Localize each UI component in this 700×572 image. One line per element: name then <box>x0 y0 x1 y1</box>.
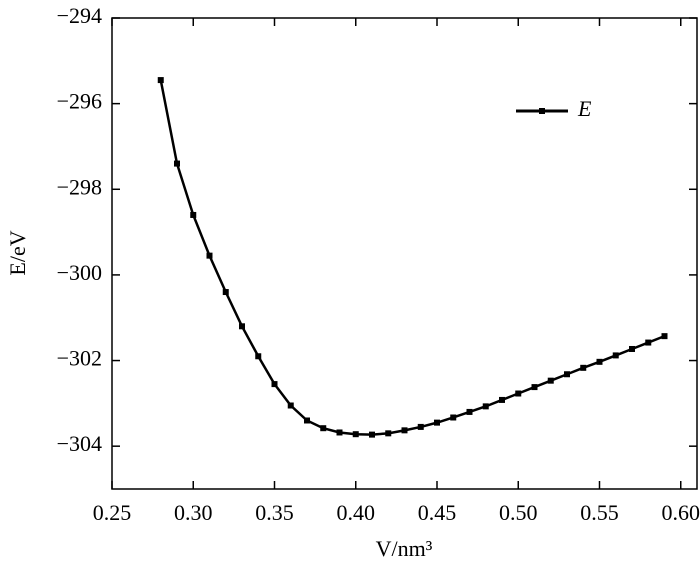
marker <box>434 419 440 426</box>
x-tick-label: 0.40 <box>337 500 376 525</box>
marker <box>466 408 473 415</box>
marker <box>239 323 245 330</box>
marker <box>661 333 668 340</box>
marker <box>401 427 408 434</box>
x-axis-label: V/nm³ <box>376 536 433 561</box>
marker <box>157 77 164 84</box>
marker <box>580 364 587 371</box>
marker <box>417 423 424 430</box>
y-tick-label: −294 <box>57 3 102 28</box>
marker <box>629 345 635 352</box>
marker <box>255 353 262 360</box>
x-tick-label: 0.45 <box>418 500 457 525</box>
marker <box>190 211 197 218</box>
marker <box>271 381 278 388</box>
y-tick-label: −296 <box>57 89 102 114</box>
x-tick-label: 0.50 <box>499 500 538 525</box>
x-tick-label: 0.25 <box>93 500 132 525</box>
marker <box>206 252 213 259</box>
marker <box>174 160 180 167</box>
marker <box>515 390 522 397</box>
plot-frame <box>111 17 698 490</box>
marker <box>369 431 375 438</box>
marker <box>645 339 652 346</box>
line <box>159 79 665 436</box>
legend-label: E <box>577 96 592 121</box>
marker <box>352 431 359 438</box>
marker <box>320 425 327 432</box>
marker <box>482 403 489 410</box>
marker <box>450 414 457 421</box>
x-tick-label: 0.55 <box>580 500 619 525</box>
marker <box>596 358 603 365</box>
y-tick-label: −302 <box>57 346 102 371</box>
marker <box>499 396 505 403</box>
x-tick-label: 0.60 <box>662 500 700 525</box>
y-tick-label: −300 <box>57 260 102 285</box>
marker <box>547 377 554 384</box>
marker <box>336 429 343 436</box>
legend-marker <box>539 108 545 114</box>
y-tick-label: −304 <box>57 431 102 456</box>
marker <box>531 384 538 391</box>
y-axis-label: E/eV <box>5 230 30 275</box>
marker <box>564 371 570 378</box>
marker <box>304 417 310 424</box>
marker <box>287 402 294 409</box>
y-tick-label: −298 <box>57 174 102 199</box>
marker <box>612 352 619 359</box>
marker <box>222 289 229 296</box>
marker <box>385 430 392 437</box>
x-tick-label: 0.35 <box>255 500 294 525</box>
x-tick-label: 0.30 <box>174 500 213 525</box>
